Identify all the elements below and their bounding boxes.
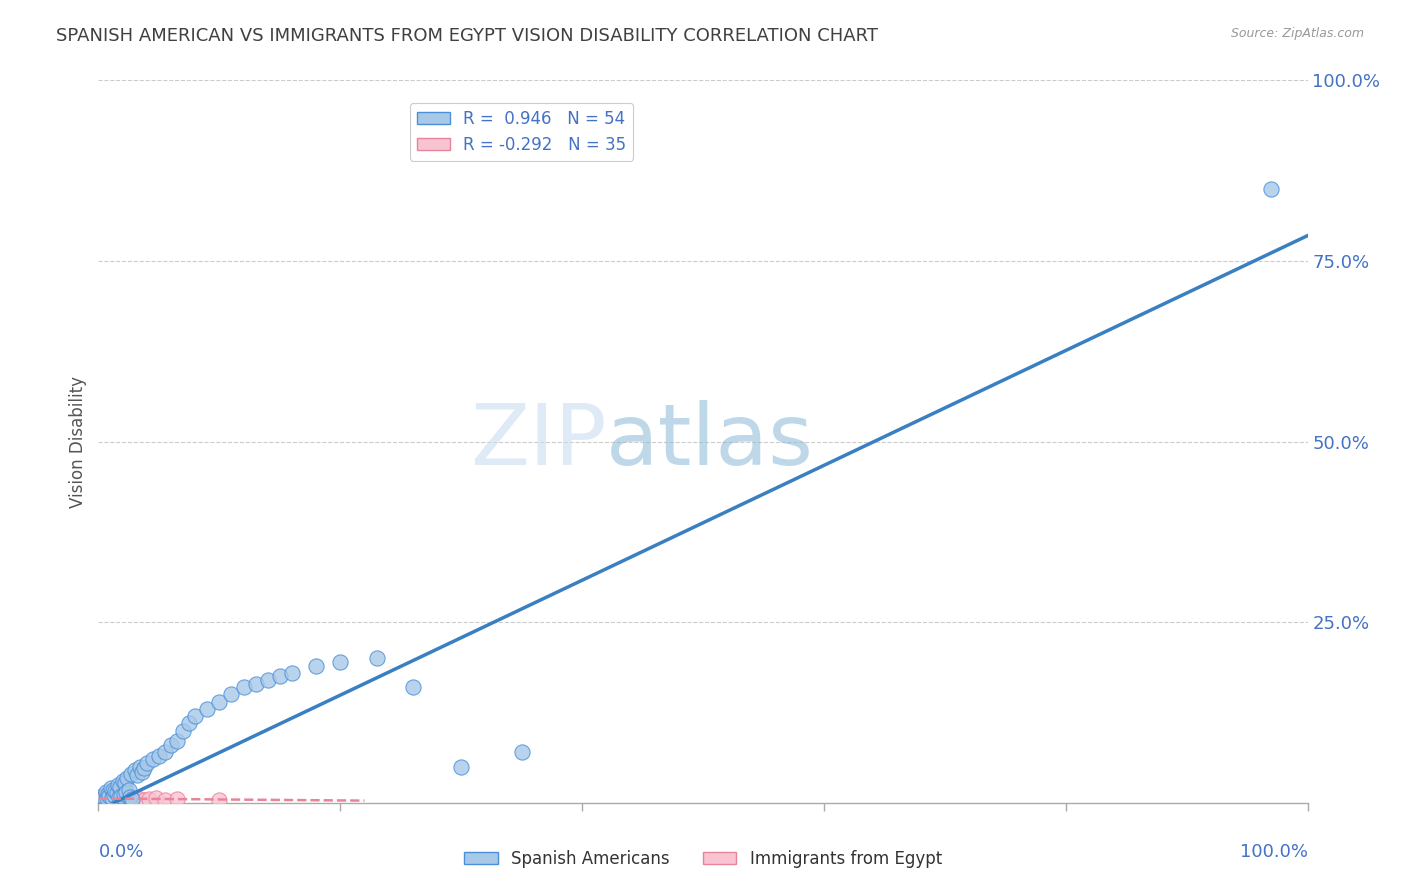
Point <box>510 745 533 759</box>
Point <box>128 792 150 806</box>
Point <box>221 687 243 701</box>
Point <box>117 793 139 807</box>
Point <box>108 790 131 805</box>
Point <box>93 790 115 805</box>
Point <box>100 793 122 807</box>
Point <box>107 794 129 808</box>
Point <box>101 782 124 797</box>
Text: SPANISH AMERICAN VS IMMIGRANTS FROM EGYPT VISION DISABILITY CORRELATION CHART: SPANISH AMERICAN VS IMMIGRANTS FROM EGYP… <box>56 27 879 45</box>
Point <box>118 792 141 806</box>
Point <box>114 775 136 789</box>
Point <box>208 793 231 807</box>
Text: ZIP: ZIP <box>470 400 606 483</box>
Point <box>115 791 138 805</box>
Point <box>256 673 278 687</box>
Point <box>112 792 135 806</box>
Point <box>131 765 153 780</box>
Point <box>100 790 122 805</box>
Point <box>97 787 120 801</box>
Point <box>98 789 121 804</box>
Point <box>105 786 128 800</box>
Point <box>118 794 141 808</box>
Point <box>94 794 117 808</box>
Point <box>108 780 131 794</box>
Point <box>104 784 127 798</box>
Point <box>114 794 136 808</box>
Point <box>166 734 188 748</box>
Point <box>96 791 118 805</box>
Point <box>108 793 131 807</box>
Point <box>107 778 129 792</box>
Point <box>166 792 188 806</box>
Point <box>160 738 183 752</box>
Point <box>98 792 121 806</box>
Point <box>121 793 143 807</box>
Point <box>117 771 139 785</box>
Text: 100.0%: 100.0% <box>1240 843 1308 861</box>
Point <box>112 787 135 801</box>
Point <box>111 793 134 807</box>
Point <box>208 695 231 709</box>
Point <box>269 669 291 683</box>
Point <box>97 793 120 807</box>
Point <box>124 764 146 778</box>
Point <box>93 792 115 806</box>
Point <box>179 716 201 731</box>
Point <box>96 791 118 805</box>
Point <box>134 761 156 775</box>
Point <box>103 792 125 806</box>
Point <box>90 794 112 808</box>
Point <box>153 745 176 759</box>
Point <box>172 723 194 738</box>
Point <box>108 792 131 806</box>
Point <box>124 791 146 805</box>
Point <box>135 756 157 770</box>
Point <box>103 788 125 802</box>
Point <box>105 791 128 805</box>
Point <box>91 793 114 807</box>
Point <box>115 785 138 799</box>
Point <box>104 793 127 807</box>
Legend: Spanish Americans, Immigrants from Egypt: Spanish Americans, Immigrants from Egypt <box>457 844 949 875</box>
Point <box>111 774 134 789</box>
Point <box>402 680 425 694</box>
Y-axis label: Vision Disability: Vision Disability <box>69 376 87 508</box>
Point <box>145 791 167 805</box>
Point <box>232 680 254 694</box>
Point <box>134 793 156 807</box>
Point <box>153 793 176 807</box>
Point <box>121 792 143 806</box>
Point <box>366 651 388 665</box>
Point <box>101 794 124 808</box>
Point <box>91 789 114 803</box>
Text: Source: ZipAtlas.com: Source: ZipAtlas.com <box>1230 27 1364 40</box>
Point <box>329 655 352 669</box>
Point <box>94 785 117 799</box>
Point <box>148 748 170 763</box>
Point <box>118 790 141 805</box>
Point <box>110 791 132 805</box>
Point <box>100 781 122 796</box>
Point <box>120 767 142 781</box>
Point <box>110 789 132 803</box>
Point <box>100 791 122 805</box>
Point <box>120 792 142 806</box>
Point <box>138 792 160 806</box>
Point <box>450 760 472 774</box>
Point <box>1260 182 1282 196</box>
Legend: R =  0.946   N = 54, R = -0.292   N = 35: R = 0.946 N = 54, R = -0.292 N = 35 <box>411 103 633 161</box>
Point <box>184 709 207 723</box>
Point <box>128 760 150 774</box>
Text: 0.0%: 0.0% <box>98 843 143 861</box>
Point <box>127 768 149 782</box>
Point <box>118 782 141 797</box>
Point <box>195 702 218 716</box>
Point <box>142 752 165 766</box>
Text: atlas: atlas <box>606 400 814 483</box>
Point <box>127 793 149 807</box>
Point <box>281 665 304 680</box>
Point <box>305 658 328 673</box>
Point <box>245 676 267 690</box>
